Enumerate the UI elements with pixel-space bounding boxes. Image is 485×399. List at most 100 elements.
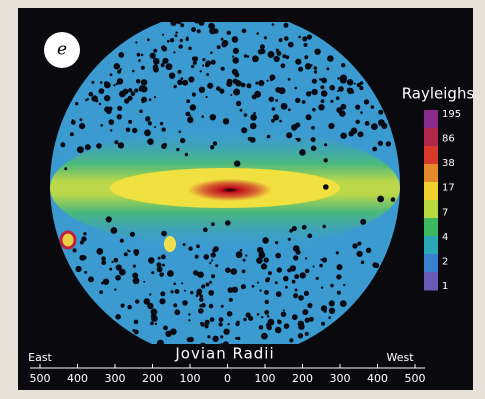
speckle: [279, 87, 286, 94]
speckle: [133, 265, 136, 268]
speckle: [246, 312, 251, 317]
speckle: [114, 288, 116, 290]
speckle: [205, 63, 210, 68]
speckle: [171, 290, 174, 293]
speckle: [336, 274, 341, 279]
speckle: [330, 100, 333, 103]
speckle: [257, 282, 259, 284]
speckle: [153, 59, 159, 65]
speckle: [96, 248, 103, 255]
speckle: [360, 81, 364, 85]
speckle: [175, 34, 178, 37]
speckle: [212, 336, 218, 342]
speckle: [321, 78, 327, 84]
speckle: [326, 67, 329, 70]
speckle: [199, 87, 205, 93]
speckle: [96, 143, 102, 149]
speckle: [272, 107, 276, 111]
speckle: [135, 299, 139, 303]
speckle: [161, 63, 165, 67]
speckle: [314, 49, 320, 55]
speckle: [277, 267, 282, 272]
speckle: [236, 251, 243, 258]
speckle: [201, 115, 204, 118]
speckle: [343, 284, 345, 286]
speckle: [191, 65, 194, 68]
speckle: [337, 291, 341, 295]
speckle: [132, 128, 137, 133]
speckle: [254, 91, 261, 98]
tick-label: 500: [405, 372, 426, 385]
speckle: [311, 146, 317, 152]
speckle: [336, 251, 339, 254]
speckle: [243, 259, 246, 262]
speckle: [275, 253, 281, 259]
colorbar-swatch: [424, 218, 438, 237]
speckle: [217, 45, 221, 49]
speckle: [261, 316, 263, 318]
speckle: [120, 239, 124, 243]
speckle: [188, 47, 192, 51]
speckle: [162, 264, 165, 267]
speckle: [225, 267, 231, 273]
speckle: [285, 286, 288, 289]
speckle: [242, 29, 247, 34]
speckle: [141, 66, 145, 70]
speckle: [295, 122, 300, 127]
speckle: [159, 298, 165, 304]
speckle: [347, 79, 354, 86]
speckle: [361, 261, 365, 265]
speckle: [258, 80, 264, 86]
speckle: [232, 55, 234, 57]
speckle: [139, 85, 144, 90]
speckle: [179, 46, 181, 48]
speckle: [161, 231, 167, 237]
speckle: [106, 216, 112, 222]
page: e Rayleighs 1958638177421 East Jovian Ra…: [0, 0, 485, 399]
speckle: [173, 283, 176, 286]
speckle: [70, 132, 74, 136]
speckle: [272, 23, 275, 26]
colorbar-label: 1: [442, 281, 448, 292]
speckle: [305, 332, 309, 336]
speckle: [106, 109, 112, 115]
speckle: [188, 319, 190, 321]
speckle: [314, 66, 318, 70]
speckle: [316, 277, 319, 280]
speckle: [294, 274, 299, 279]
speckle: [210, 317, 215, 322]
speckle: [188, 313, 190, 315]
speckle: [298, 36, 301, 39]
speckle: [295, 59, 301, 65]
speckle: [110, 73, 113, 76]
speckle: [323, 309, 327, 313]
speckle: [320, 85, 324, 89]
speckle: [60, 142, 65, 147]
speckle: [204, 254, 210, 260]
speckle: [175, 289, 180, 294]
speckle: [188, 246, 192, 250]
speckle: [327, 55, 334, 62]
speckle: [202, 58, 205, 61]
speckle: [371, 123, 378, 130]
speckle: [117, 106, 122, 111]
speckle: [124, 98, 129, 103]
speckle: [253, 112, 256, 115]
speckle: [292, 314, 298, 320]
speckle: [206, 73, 209, 76]
speckle: [73, 248, 77, 252]
speckle: [149, 293, 151, 295]
speckle: [155, 323, 157, 325]
speckle: [284, 36, 289, 41]
speckle: [233, 38, 237, 42]
speckle: [320, 259, 322, 261]
colorbar-label: 17: [442, 183, 455, 194]
speckle: [352, 243, 357, 248]
speckle: [128, 120, 132, 124]
tick-label: 200: [292, 372, 313, 385]
speckle: [236, 321, 239, 324]
speckle: [211, 252, 216, 257]
speckle: [221, 42, 227, 48]
speckle: [329, 85, 335, 91]
speckle: [200, 70, 202, 72]
